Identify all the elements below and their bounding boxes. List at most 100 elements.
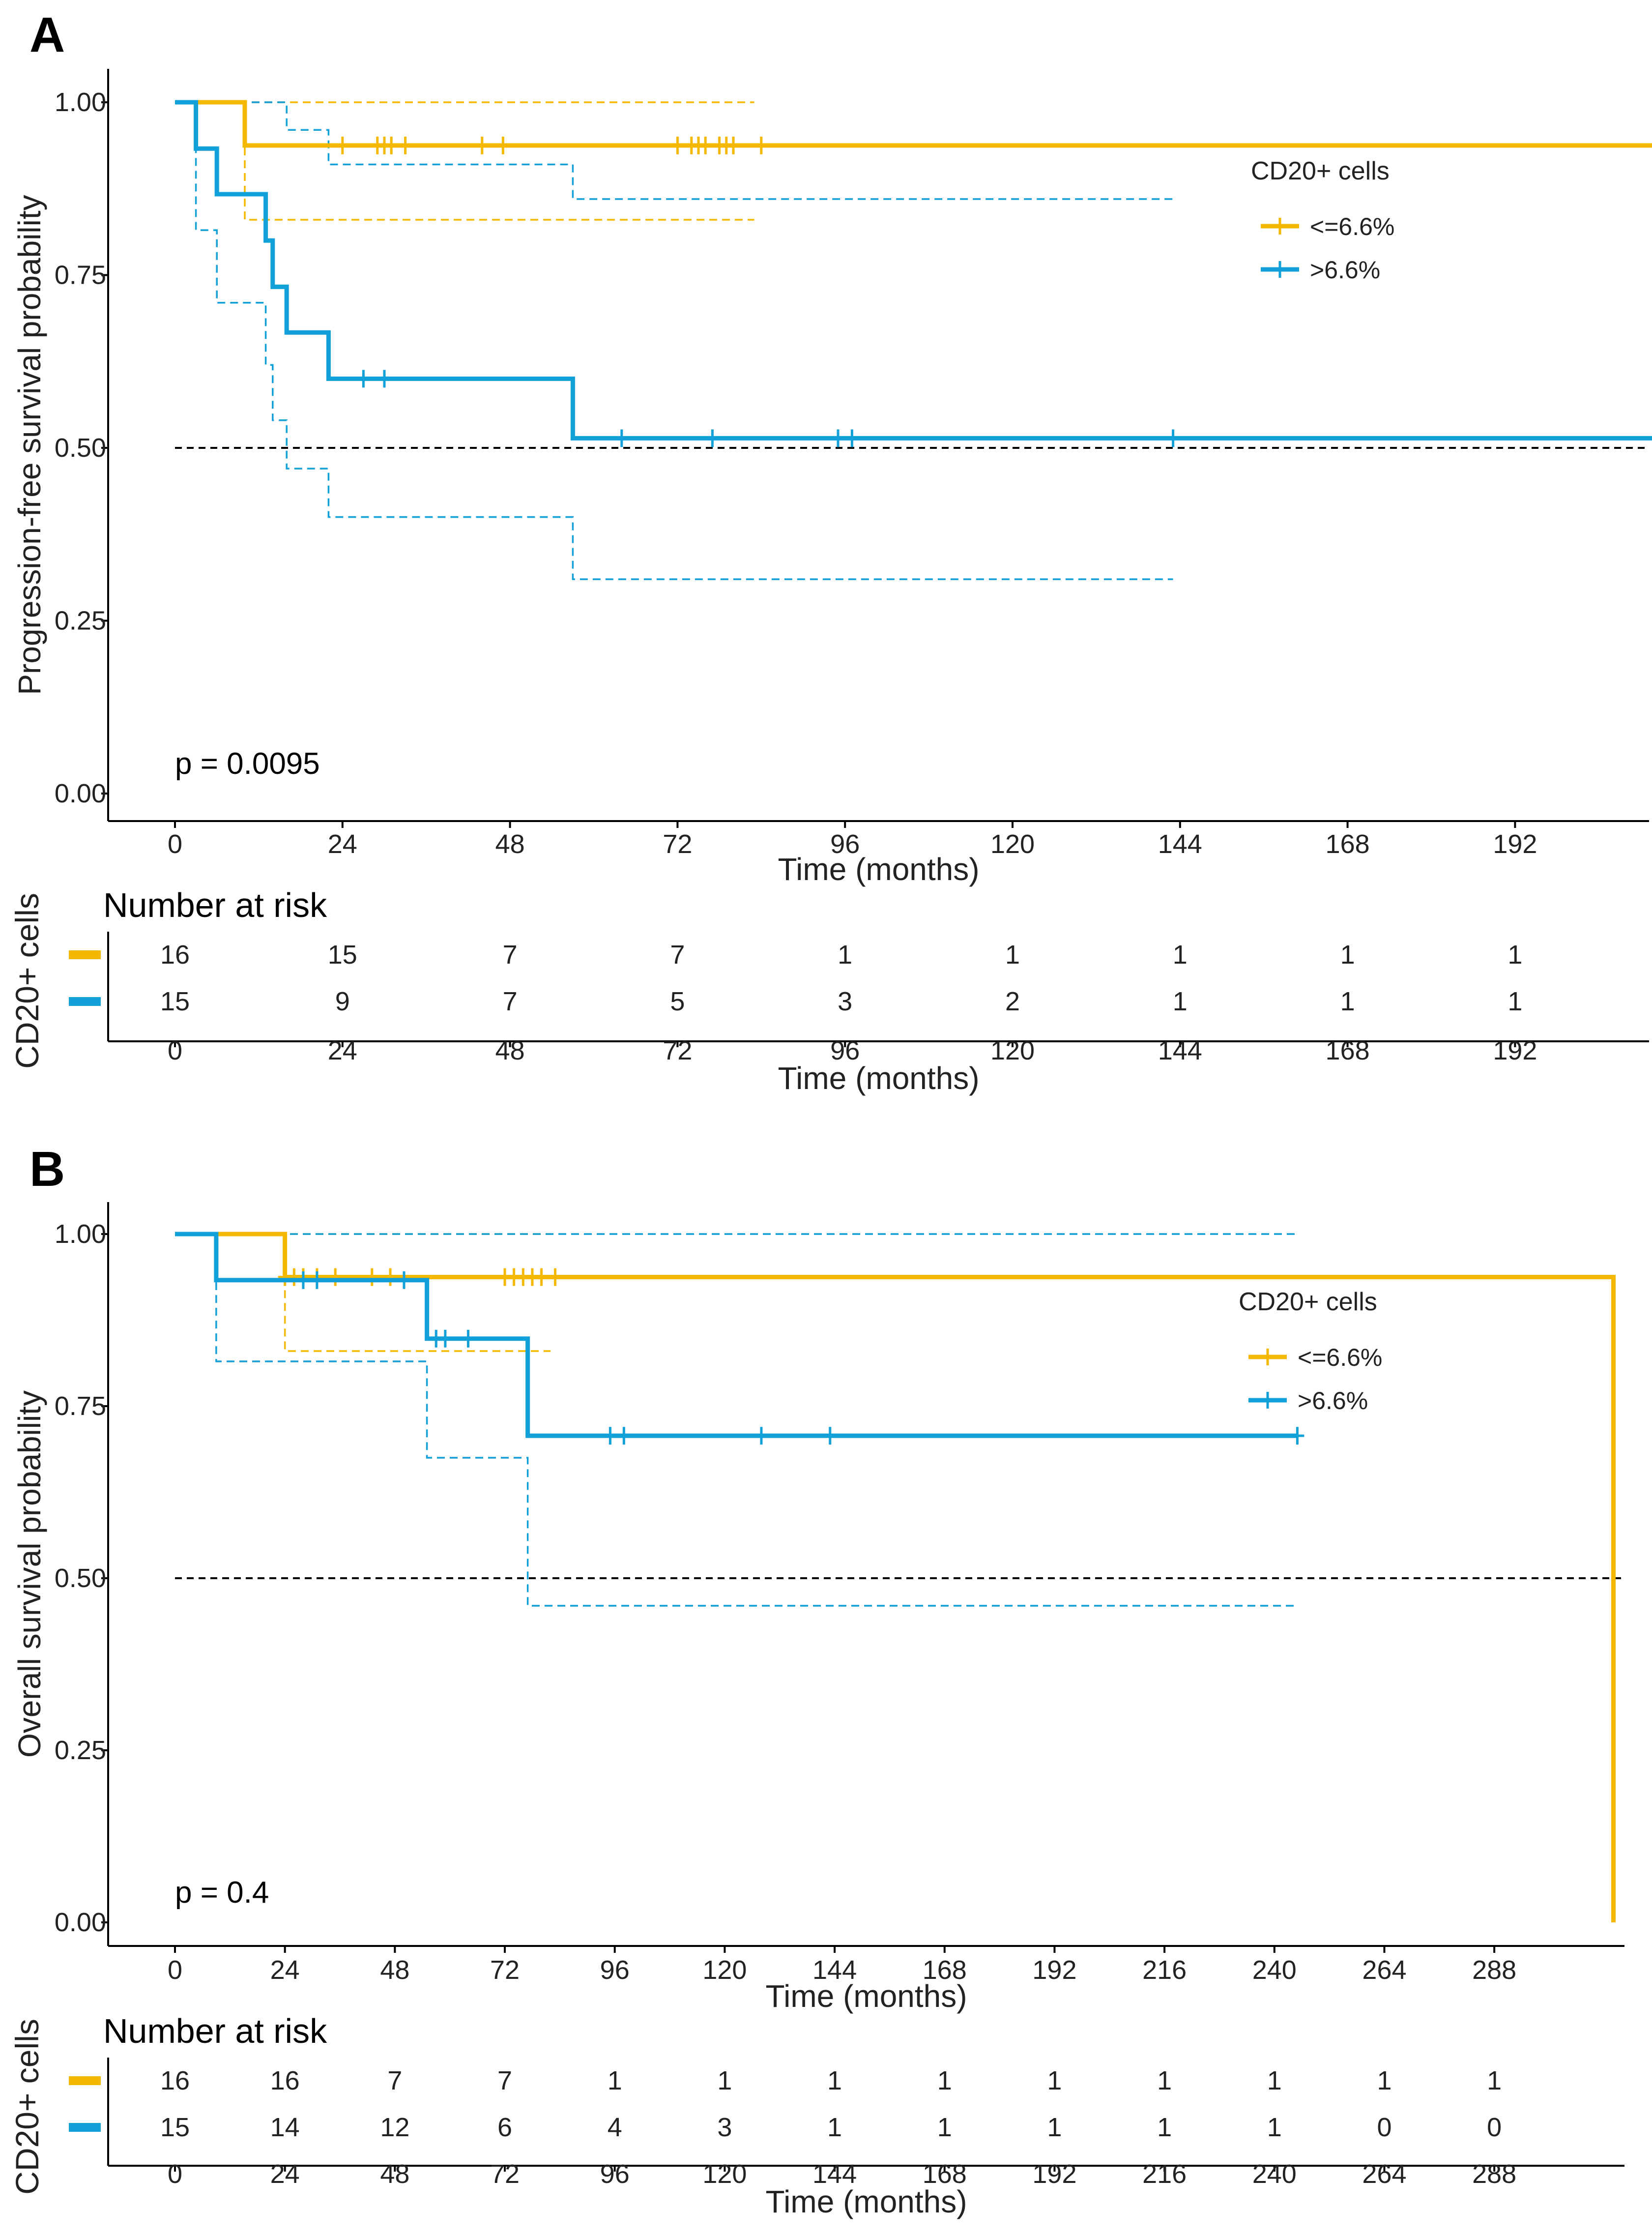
risk-count: 7: [503, 940, 518, 970]
censor-mark: [328, 1268, 343, 1286]
risk-count: 1: [1340, 987, 1355, 1016]
x-tick-label: 0: [168, 829, 182, 859]
risk-table-ylabel: CD20+ cells: [9, 2019, 45, 2195]
censor-mark: [698, 136, 713, 154]
risk-count: 1: [1267, 2066, 1282, 2095]
censor-mark: [296, 1271, 310, 1289]
x-tick-label: 192: [1493, 829, 1537, 859]
censor-mark: [335, 136, 349, 154]
legend-censor-mark: [1261, 1392, 1275, 1409]
risk-count: 1: [1005, 940, 1020, 970]
risk-x-tick-label: 168: [1326, 1036, 1370, 1065]
risk-count: 16: [160, 940, 190, 970]
censor-mark: [438, 1329, 452, 1348]
x-tick-label: 72: [663, 829, 692, 859]
risk-count: 9: [335, 987, 350, 1016]
censor-mark: [461, 1329, 475, 1348]
risk-x-tick-label: 264: [1362, 2159, 1406, 2189]
risk-count: 7: [497, 2066, 512, 2095]
censor-mark: [845, 429, 859, 447]
y-tick-label: 0.00: [55, 779, 106, 808]
risk-x-tick-label: 72: [663, 1036, 692, 1065]
risk-count: 1: [1507, 940, 1522, 970]
risk-count: 7: [670, 940, 685, 970]
censor-mark: [356, 370, 371, 388]
risk-x-axis-title: Time (months): [778, 1060, 979, 1096]
risk-count: 1: [1487, 2066, 1502, 2095]
risk-count: 1: [1267, 2113, 1282, 2142]
censor-mark: [831, 429, 845, 447]
risk-x-tick-label: 192: [1032, 2159, 1076, 2189]
risk-count: 1: [1157, 2113, 1172, 2142]
censor-mark: [754, 1427, 768, 1445]
risk-x-tick-label: 120: [990, 1036, 1035, 1065]
risk-count: 1: [1173, 987, 1188, 1016]
ci-lower-line-series-0: [175, 1233, 551, 1352]
x-tick-label: 96: [600, 1955, 630, 1985]
censor-mark: [617, 1427, 631, 1445]
censor-mark: [365, 1268, 379, 1286]
risk-x-tick-label: 48: [380, 2159, 409, 2189]
x-tick-label: 48: [495, 829, 525, 859]
risk-count: 1: [1173, 940, 1188, 970]
censor-mark: [548, 1268, 562, 1286]
x-tick-label: 0: [168, 1955, 182, 1985]
censor-mark: [475, 136, 489, 154]
x-tick-label: 192: [1032, 1955, 1076, 1985]
risk-count: 1: [827, 2113, 842, 2142]
y-tick-label: 0.00: [55, 1908, 106, 1937]
risk-x-tick-label: 0: [168, 1036, 182, 1065]
risk-x-tick-label: 0: [168, 2159, 182, 2189]
risk-count: 1: [1047, 2066, 1062, 2095]
risk-count: 1: [1507, 987, 1522, 1016]
risk-count: 15: [160, 987, 190, 1016]
risk-count: 16: [270, 2066, 300, 2095]
censor-mark: [614, 429, 629, 447]
risk-x-tick-label: 72: [490, 2159, 520, 2189]
censor-mark: [603, 1427, 617, 1445]
censor-mark: [397, 1271, 411, 1289]
legend-title: CD20+ cells: [1251, 157, 1390, 185]
y-tick-label: 0.75: [55, 1391, 106, 1421]
panel-a: A0.000.250.500.751.000 24 48 72 96 120 144 168 1…: [9, 7, 1652, 1096]
x-tick-label: 288: [1472, 1955, 1516, 1985]
risk-count: 1: [608, 2066, 622, 2095]
ci-lower-line-series-0: [175, 101, 754, 221]
ci-upper-line-series-1: [175, 101, 1173, 200]
censor-mark: [377, 370, 391, 388]
y-tick-label: 0.25: [55, 606, 106, 636]
x-tick-label: 120: [990, 829, 1035, 859]
legend-label: >6.6%: [1298, 1387, 1368, 1414]
risk-count: 0: [1377, 2113, 1391, 2142]
risk-x-tick-label: 96: [600, 2159, 630, 2189]
risk-x-tick-label: 144: [1158, 1036, 1202, 1065]
legend-censor-mark: [1273, 261, 1287, 278]
legend-censor-mark: [1273, 218, 1287, 235]
risk-x-tick-label: 144: [812, 2159, 857, 2189]
censor-mark: [726, 136, 740, 154]
risk-count: 2: [1005, 987, 1020, 1016]
survival-curve-series-1: [175, 100, 1652, 441]
panel-b: B0.000.250.500.751.000 24 48 72 96 120 144 168 1…: [9, 1142, 1624, 2219]
risk-count: 15: [160, 2113, 190, 2142]
risk-count: 15: [328, 940, 357, 970]
x-tick-label: 120: [702, 1955, 747, 1985]
censor-mark: [823, 1427, 837, 1445]
risk-x-tick-label: 120: [702, 2159, 747, 2189]
p-value: p = 0.4: [175, 1876, 269, 1910]
risk-table-title: Number at risk: [103, 2012, 327, 2050]
y-tick-label: 0.75: [55, 261, 106, 290]
risk-count: 1: [1047, 2113, 1062, 2142]
y-axis-title: Overall survival probability: [12, 1390, 47, 1758]
legend-title: CD20+ cells: [1239, 1288, 1377, 1316]
censor-mark: [384, 136, 399, 154]
risk-count: 4: [608, 2113, 622, 2142]
risk-count: 3: [838, 987, 852, 1016]
censor-mark: [496, 136, 510, 154]
risk-x-tick-label: 168: [923, 2159, 967, 2189]
risk-x-tick-label: 24: [270, 2159, 300, 2189]
y-tick-label: 0.50: [55, 1563, 106, 1593]
ci-lower-line-series-1: [175, 1233, 1298, 1607]
x-tick-label: 96: [830, 829, 860, 859]
